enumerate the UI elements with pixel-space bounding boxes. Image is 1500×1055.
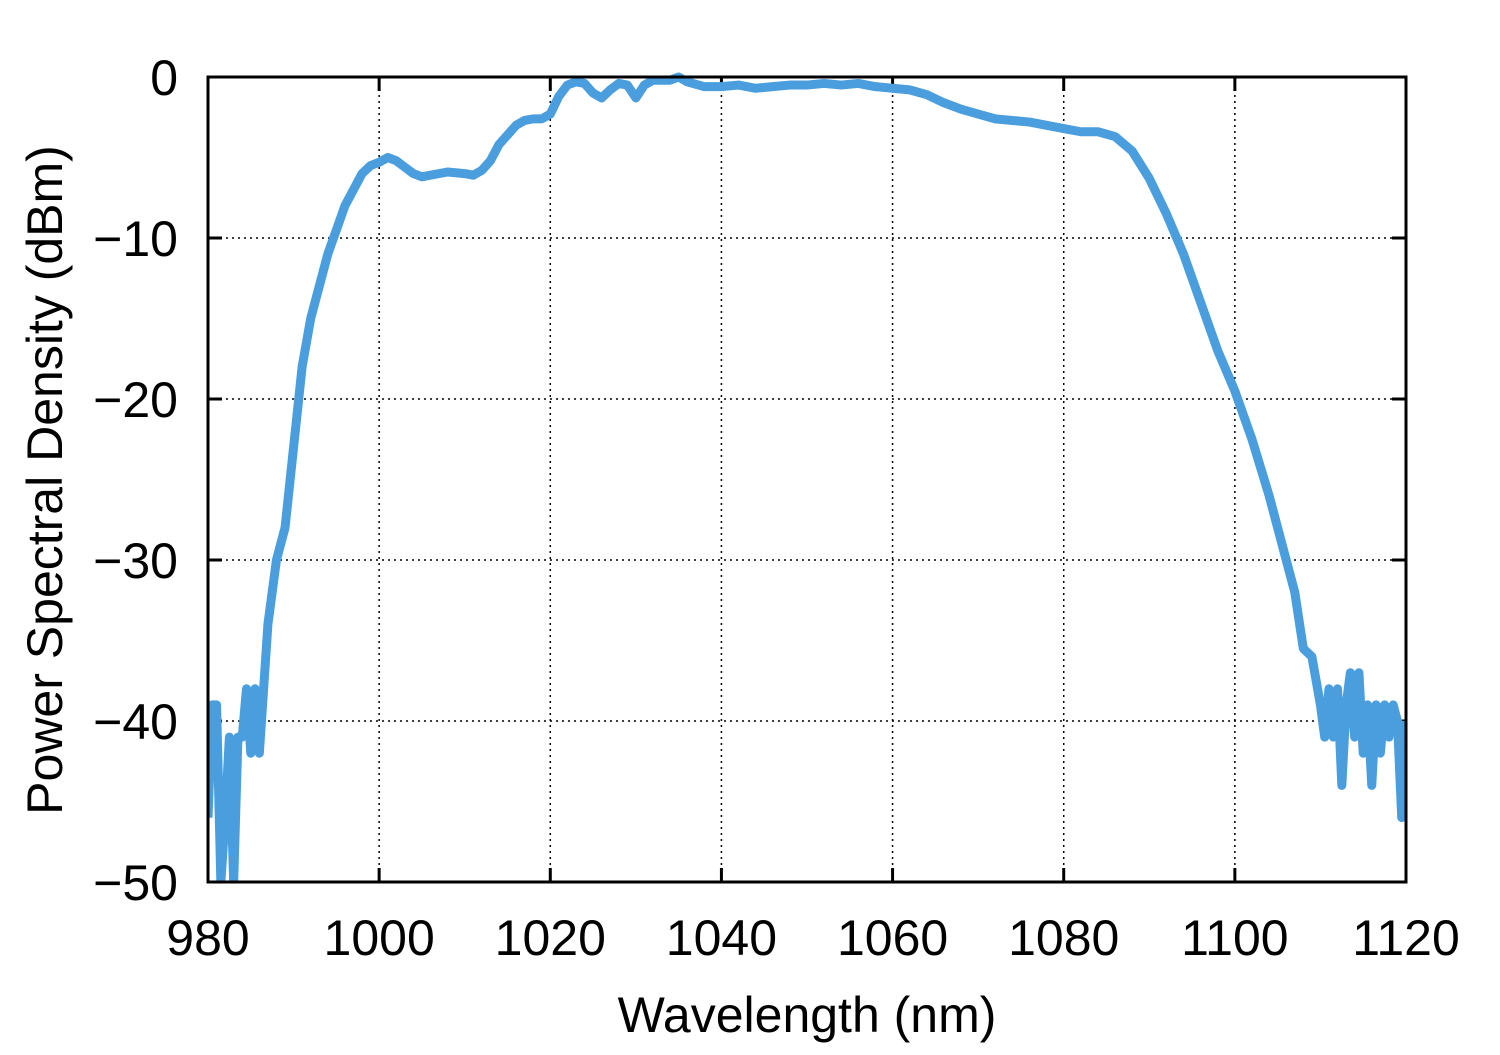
x-tick-label: 1100 xyxy=(1181,910,1289,966)
x-tick-label: 1120 xyxy=(1352,910,1460,966)
x-tick-label: 1000 xyxy=(324,910,435,966)
x-tick-label: 1080 xyxy=(1008,910,1119,966)
x-axis-label: Wavelength (nm) xyxy=(618,987,997,1043)
y-tick-label: 0 xyxy=(150,50,178,106)
y-axis-label: Power Spectral Density (dBm) xyxy=(17,145,73,815)
y-tick-label: −10 xyxy=(93,211,178,267)
x-tick-label: 1040 xyxy=(666,910,777,966)
x-tick-label: 1060 xyxy=(837,910,948,966)
y-tick-label: −50 xyxy=(93,855,178,911)
x-tick-label: 1020 xyxy=(495,910,606,966)
y-tick-label: −30 xyxy=(93,533,178,589)
y-tick-label: −40 xyxy=(93,694,178,750)
x-tick-label: 980 xyxy=(166,910,249,966)
y-tick-label: −20 xyxy=(93,372,178,428)
data-line xyxy=(208,72,1406,882)
plot-frame xyxy=(206,75,1408,884)
